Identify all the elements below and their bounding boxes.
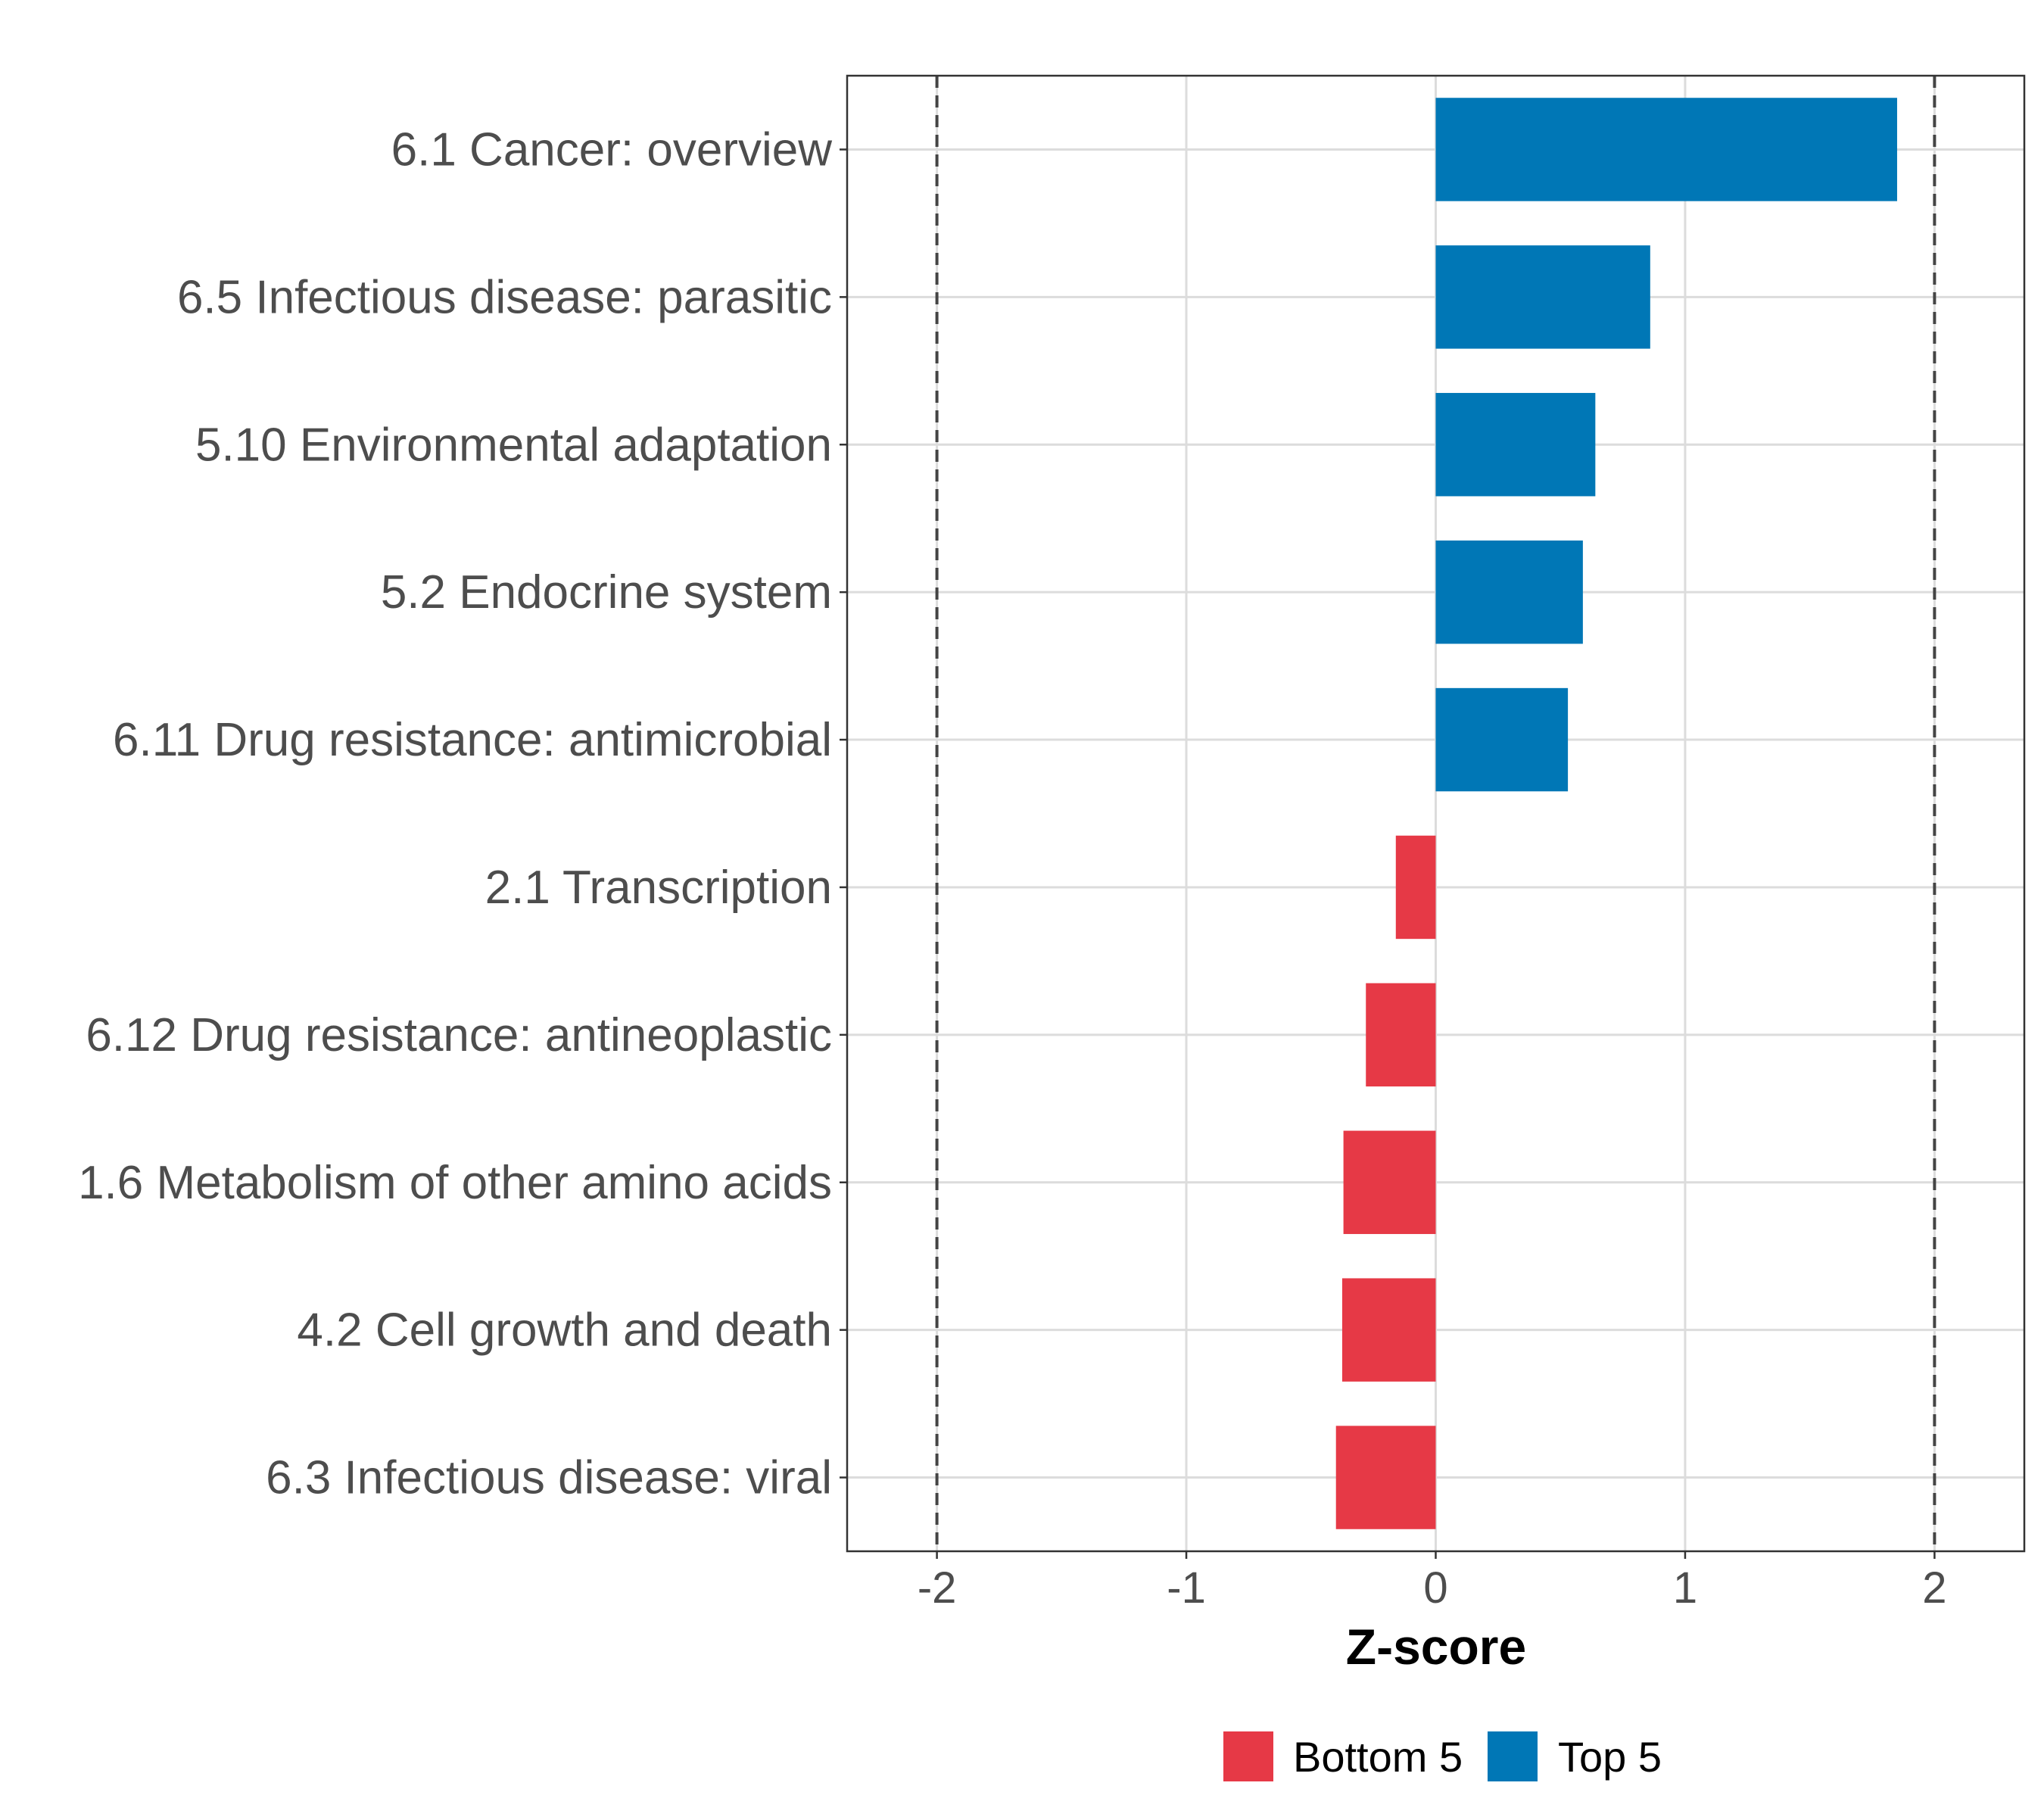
legend-label: Bottom 5 — [1293, 1733, 1463, 1781]
bar — [1435, 393, 1596, 497]
category-label: 4.2 Cell growth and death — [297, 1304, 832, 1357]
reference-lines — [935, 76, 1937, 1551]
bar — [1366, 983, 1436, 1087]
x-tick-label: -1 — [1167, 1563, 1206, 1613]
category-label: 1.6 Metabolism of other amino acids — [78, 1157, 832, 1209]
legend-swatch — [1488, 1731, 1538, 1781]
bar — [1341, 1278, 1436, 1382]
category-label: 5.2 Endocrine system — [381, 566, 832, 619]
bar — [1435, 98, 1897, 201]
bar — [1435, 540, 1583, 644]
category-label: 6.5 Infectious disease: parasitic — [177, 271, 832, 323]
bars — [1335, 98, 1897, 1529]
bar — [1435, 687, 1569, 792]
category-label: 6.1 Cancer: overview — [391, 123, 833, 176]
x-tick-label: 1 — [1673, 1563, 1697, 1613]
category-label: 6.11 Drug resistance: antimicrobial — [113, 714, 832, 766]
category-label: 5.10 Environmental adaptation — [195, 419, 832, 471]
x-axis-label: Z-score — [1346, 1619, 1526, 1675]
legend-swatch — [1223, 1731, 1273, 1781]
legend-label: Top 5 — [1558, 1733, 1662, 1781]
x-tick-label: 0 — [1423, 1563, 1447, 1613]
category-label: 6.12 Drug resistance: antineoplastic — [86, 1009, 832, 1061]
x-tick-labels: -2 -1 0 1 2 — [918, 1551, 1947, 1613]
x-tick-label: 2 — [1922, 1563, 1946, 1613]
legend: Bottom 5 Top 5 — [1223, 1731, 1662, 1781]
x-tick-label: -2 — [918, 1563, 957, 1613]
bar — [1435, 245, 1650, 349]
bar — [1335, 1426, 1436, 1529]
category-label: 6.3 Infectious disease: viral — [266, 1452, 832, 1504]
bar — [1395, 835, 1436, 940]
category-label: 2.1 Transcription — [485, 862, 832, 914]
bar — [1343, 1130, 1436, 1234]
category-labels: 6.1 Cancer: overview 6.5 Infectious disea… — [78, 123, 847, 1504]
